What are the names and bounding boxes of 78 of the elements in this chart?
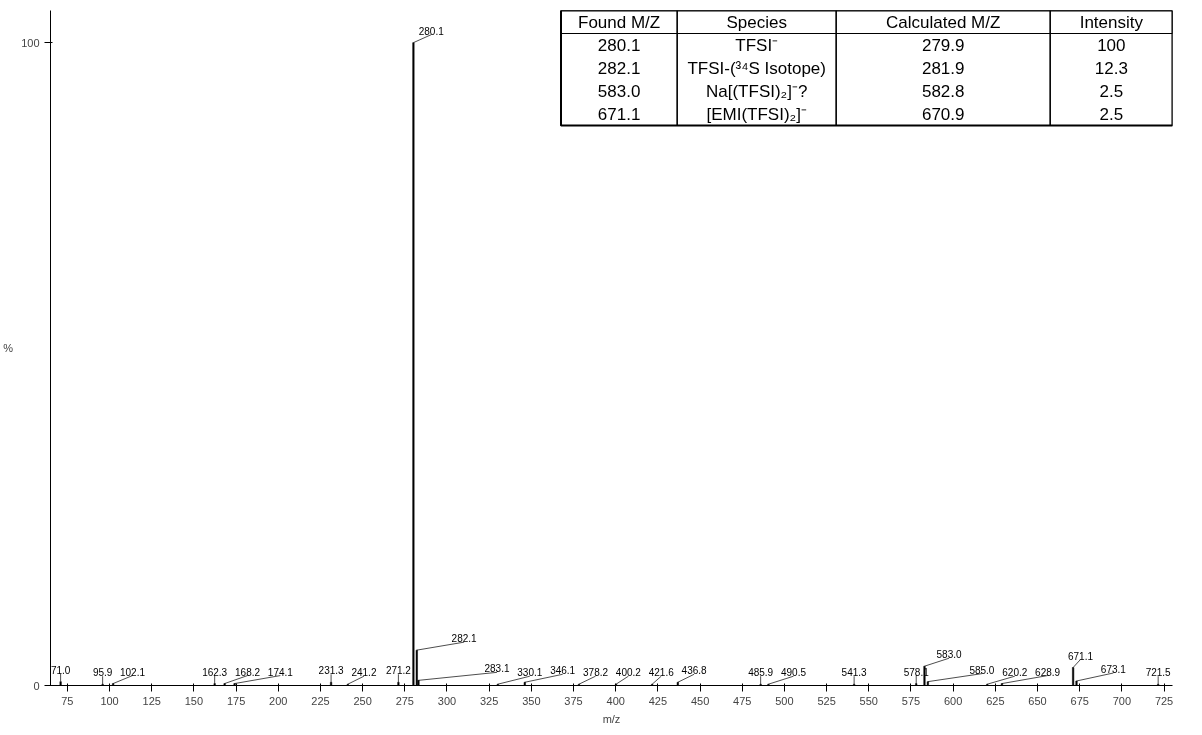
x-tick-label: 350 <box>522 694 541 707</box>
x-tick-label: 650 <box>1028 694 1047 707</box>
annotation: 280.1 <box>597 36 641 55</box>
x-tick-label: 325 <box>480 694 499 707</box>
annotation: 282.1 <box>451 633 478 645</box>
x-tick-label: 500 <box>775 694 794 707</box>
x-tick-label: 450 <box>690 694 710 707</box>
annotation: 162.3 <box>202 666 228 678</box>
annotation: 241.2 <box>351 667 377 679</box>
annotation: 421.6 <box>648 667 675 679</box>
x-tick-label: 75 <box>61 694 74 707</box>
annotation: 670.9 <box>921 105 965 124</box>
annotation: [EMI(TFSI)₂]⁻ <box>706 104 807 124</box>
annotation: 95.9 <box>92 667 113 679</box>
annotation: 2.5 <box>1099 82 1124 101</box>
x-tick-label: 150 <box>184 694 204 707</box>
x-tick-label: 700 <box>1112 694 1132 707</box>
annotation: 100 <box>1097 36 1126 55</box>
annotation: 721.5 <box>1145 667 1172 679</box>
annotation: TFSI⁻ <box>735 35 779 55</box>
x-tick-label: 675 <box>1070 694 1089 707</box>
annotation: 673.1 <box>1100 664 1127 675</box>
x-tick-label: 525 <box>817 694 836 707</box>
annotation: 583.0 <box>936 649 963 661</box>
x-tick-label: 300 <box>437 694 457 707</box>
x-tick-label: 625 <box>986 694 1005 707</box>
annotation: 280.1 <box>418 25 445 37</box>
annotation: 582.8 <box>921 82 965 101</box>
y-axis-title: % <box>3 342 14 354</box>
annotation: 174.1 <box>267 666 294 678</box>
x-tick-label: 475 <box>733 694 752 707</box>
x-tick-label: 400 <box>606 694 625 707</box>
annotation: 541.3 <box>841 667 868 679</box>
annotation: 279.9 <box>921 36 965 55</box>
annotation: 231.3 <box>318 665 345 677</box>
annotation: 283.1 <box>484 663 510 675</box>
annotation: Species <box>726 12 787 32</box>
annotation: 271.2 <box>385 665 412 677</box>
annotation: 436.8 <box>681 665 708 677</box>
annotation: 378.2 <box>583 667 609 679</box>
annotation: 282.1 <box>597 59 641 78</box>
x-tick-label: 175 <box>226 694 246 707</box>
annotation: 168.2 <box>235 666 261 678</box>
y-tick-label: 0 <box>33 679 40 692</box>
x-tick-label: 575 <box>901 694 921 707</box>
x-tick-label: 250 <box>353 694 372 707</box>
annotation: 671.1 <box>1067 650 1094 662</box>
annotation: 400.2 <box>615 667 642 679</box>
x-tick-label: 125 <box>142 694 161 707</box>
annotation: Found M/Z <box>578 12 661 32</box>
x-tick-label: 200 <box>269 694 288 707</box>
annotation: 583.0 <box>597 82 641 101</box>
x-tick-label: 725 <box>1154 694 1174 707</box>
annotation: 2.5 <box>1099 105 1124 124</box>
annotation: 330.1 <box>517 667 543 679</box>
annotation: 620.2 <box>1002 667 1028 679</box>
annotation: Na[(TFSI)₂]⁻? <box>705 81 808 101</box>
x-tick-label: 100 <box>100 694 119 707</box>
annotation: 281.9 <box>921 59 965 78</box>
annotation: 628.9 <box>1035 666 1061 678</box>
annotation: Intensity <box>1079 12 1144 32</box>
annotation: 71.0 <box>50 664 71 676</box>
x-tick-label: 600 <box>943 694 963 707</box>
annotation: 585.0 <box>969 664 995 676</box>
annotation: 12.3 <box>1094 59 1128 78</box>
annotation: 485.9 <box>748 667 774 679</box>
annotation: 102.1 <box>119 666 146 678</box>
x-tick-label: 275 <box>395 694 414 707</box>
x-tick-label: 225 <box>311 694 330 707</box>
x-tick-label: 425 <box>648 694 668 707</box>
annotation: 671.1 <box>597 105 641 124</box>
x-axis-title: m/z <box>602 712 621 725</box>
x-tick-label: 375 <box>564 694 583 707</box>
annotation: TFSI-(³⁴S Isotope) <box>687 58 826 78</box>
annotation: Calculated M/Z <box>886 12 1001 32</box>
annotation: 346.1 <box>550 665 576 677</box>
annotation: 490.5 <box>780 667 807 679</box>
x-tick-label: 550 <box>859 694 878 707</box>
